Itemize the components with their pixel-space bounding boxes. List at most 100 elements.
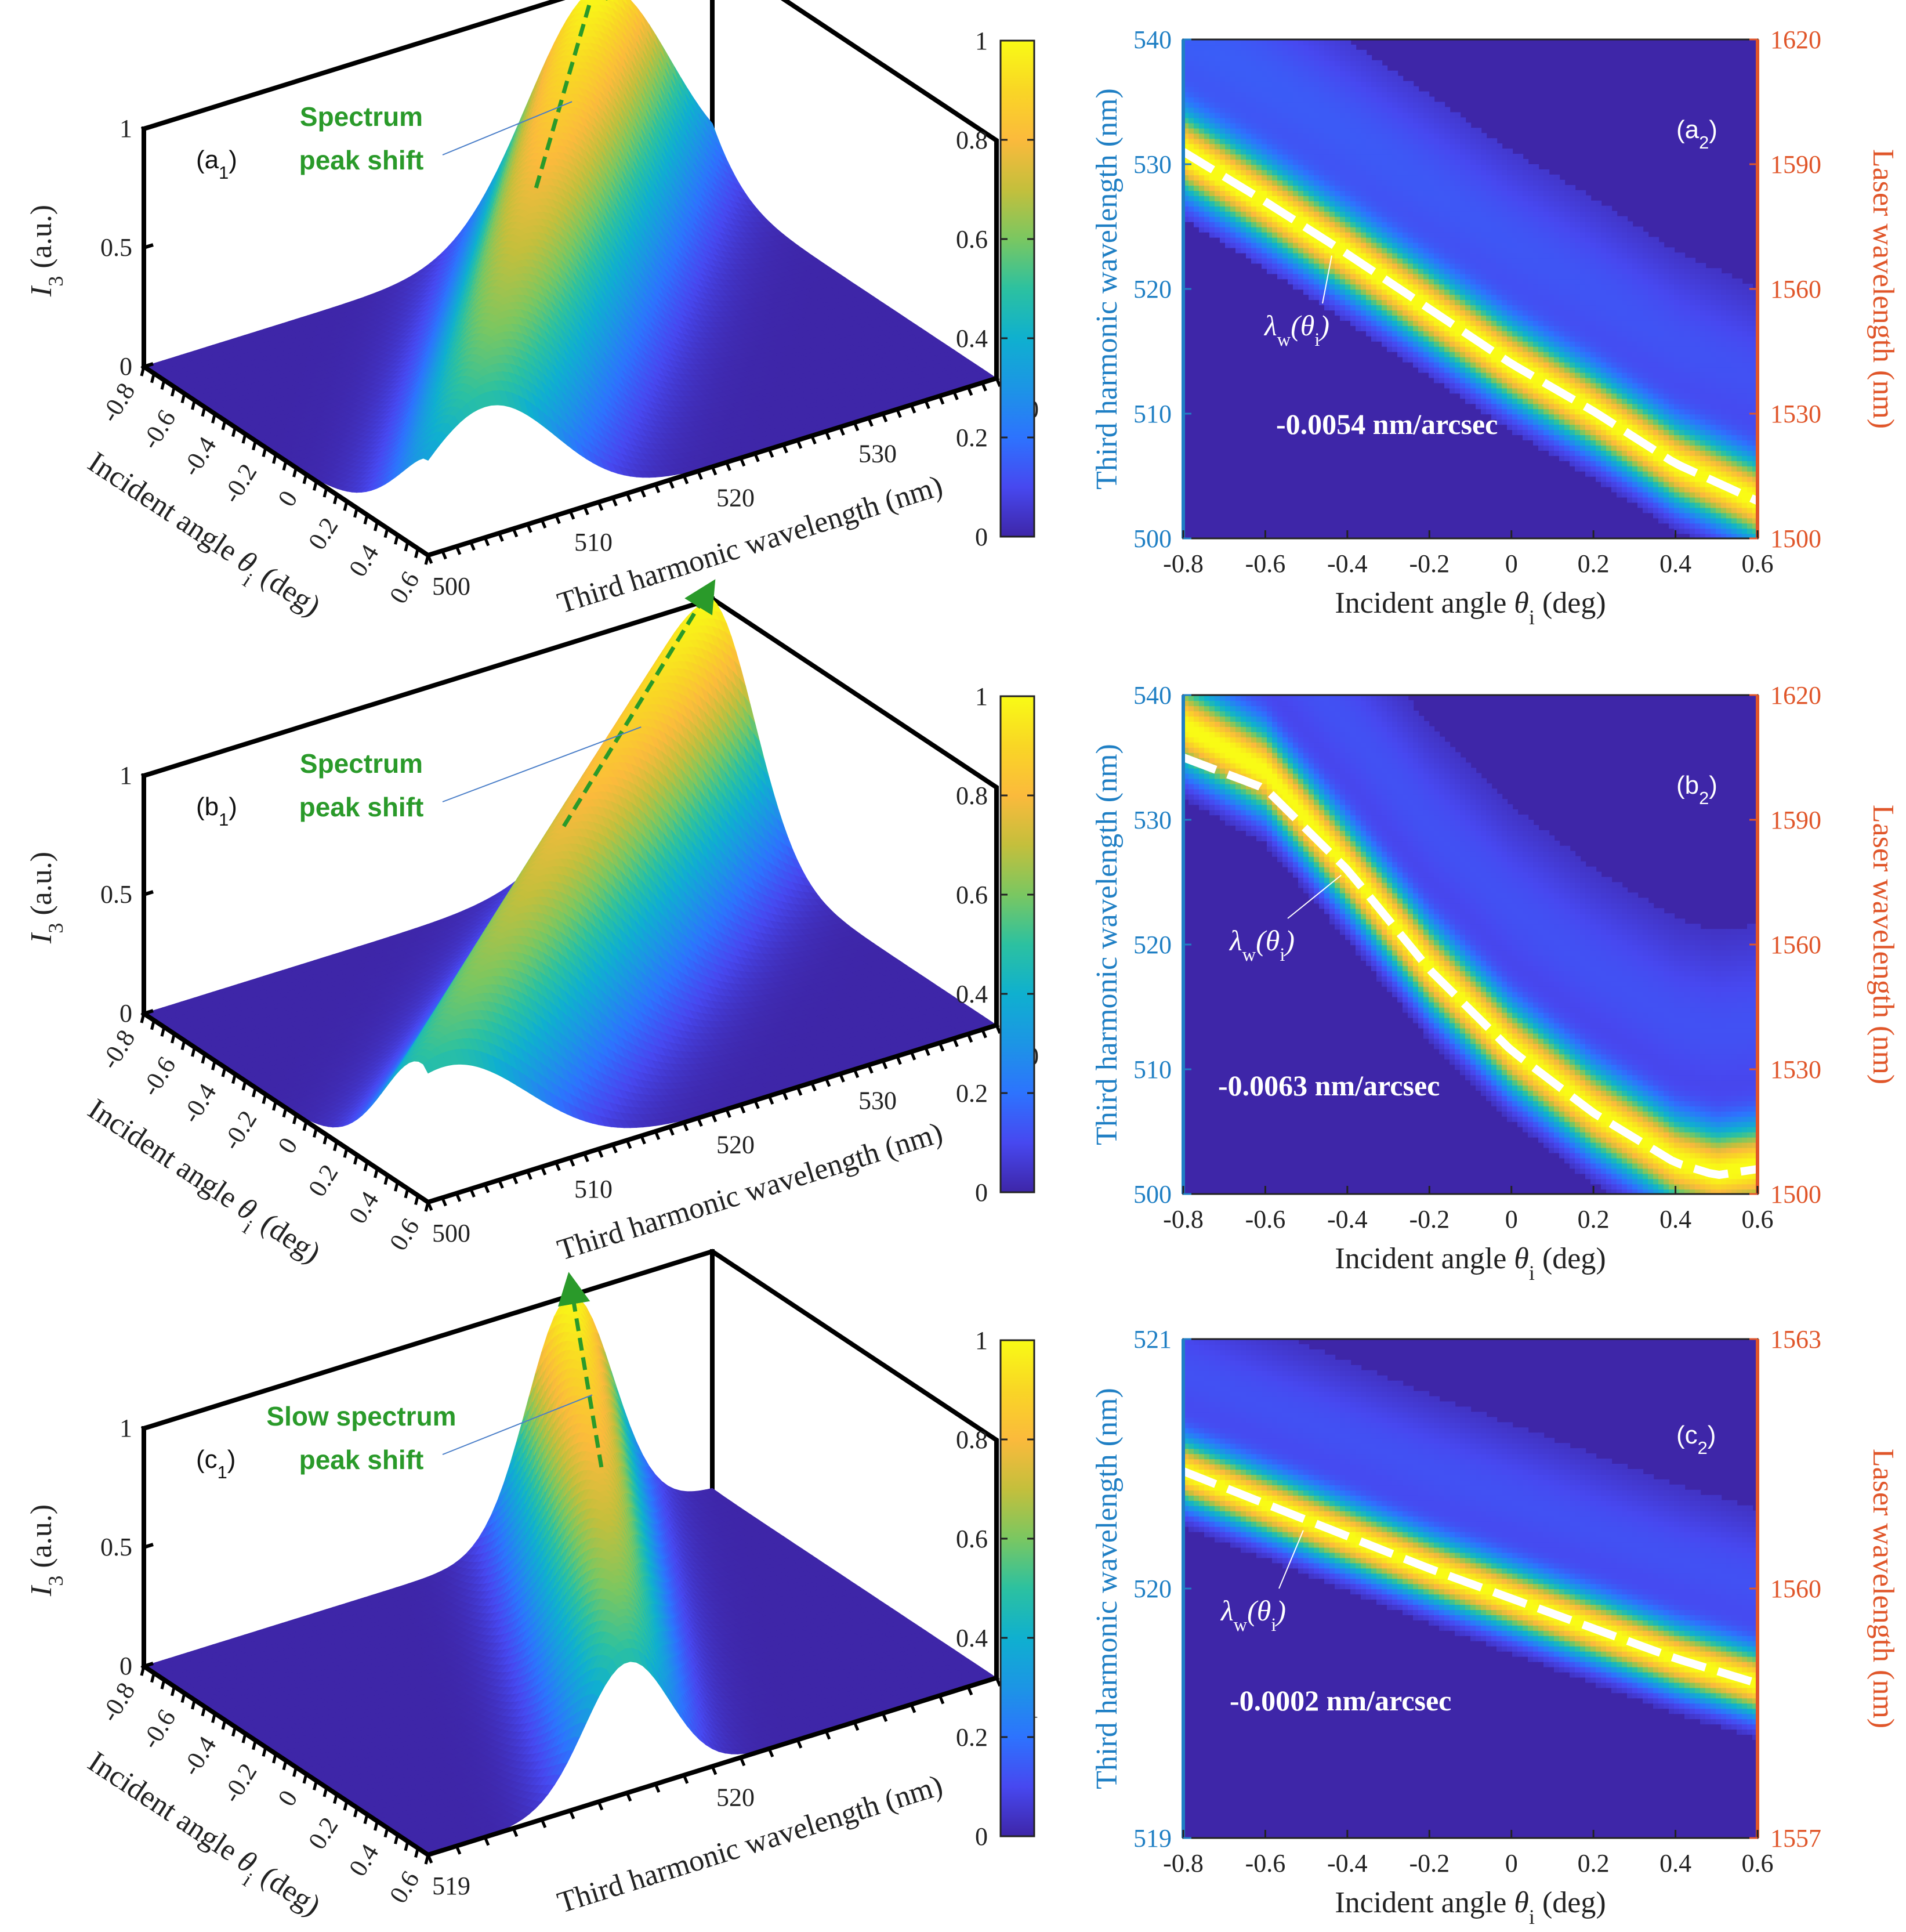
heatmap-cell [1632, 408, 1639, 415]
heatmap-cell [1356, 211, 1362, 217]
heatmap-cell [1444, 226, 1451, 233]
heatmap-cell [1596, 304, 1602, 311]
heatmap-cell [1314, 81, 1320, 87]
heatmap-cell [1387, 133, 1393, 139]
heatmap-cell [1496, 330, 1503, 337]
heatmap-cell [1199, 70, 1205, 77]
heatmap-cell [1549, 221, 1555, 227]
heatmap-cell [1575, 231, 1581, 238]
wavelength-minor-tick [426, 1854, 433, 1864]
heatmap-cell [1643, 299, 1649, 306]
heatmap-cell [1528, 294, 1534, 301]
heatmap-cell [1309, 273, 1315, 280]
heatmap-cell [1288, 252, 1294, 259]
heatmap-cell [1611, 309, 1618, 316]
heatmap-cell [1637, 231, 1644, 238]
heatmap-cell [1496, 154, 1503, 160]
heatmap-cell [1502, 325, 1508, 331]
heatmap-cell [1470, 393, 1477, 399]
heatmap-cell [1403, 133, 1409, 139]
heatmap-cell [1637, 268, 1644, 274]
heatmap-cell [1376, 75, 1383, 82]
heatmap-cell [1371, 107, 1378, 113]
heatmap-cell [1188, 179, 1195, 186]
heatmap-cell [1606, 346, 1613, 352]
heatmap-cell [1230, 91, 1237, 97]
heatmap-cell [1450, 169, 1456, 176]
heatmap-cell [1371, 294, 1378, 301]
heatmap-cell [1455, 205, 1461, 212]
heatmap-cell [1199, 154, 1205, 160]
heatmap-cell [1622, 284, 1628, 290]
heatmap-cell [1601, 372, 1607, 378]
heatmap-cell [1643, 335, 1649, 342]
heatmap-cell [1658, 465, 1665, 472]
heatmap-cell [1241, 205, 1247, 212]
heatmap-cell [1392, 138, 1398, 144]
heatmap-cell [1429, 174, 1435, 181]
heatmap-cell [1418, 351, 1425, 357]
heatmap-cell [1188, 65, 1195, 71]
heatmap-cell [1528, 320, 1534, 326]
heatmap-cell [1570, 273, 1576, 280]
heatmap-cell [1293, 149, 1299, 155]
heatmap-cell [1298, 263, 1305, 269]
heatmap-cell [1314, 247, 1320, 254]
heatmap-cell [1559, 356, 1566, 363]
heatmap-cell [1282, 164, 1289, 171]
heatmap-cell [1246, 86, 1252, 92]
heatmap-cell [1455, 128, 1461, 134]
heatmap-cell [1476, 278, 1482, 285]
wavelength-minor-tick [426, 1202, 433, 1211]
heatmap-cell [1371, 205, 1378, 212]
heatmap-cell [1465, 341, 1472, 347]
heatmap-cell [1481, 393, 1487, 399]
heatmap-cell [1387, 200, 1393, 207]
heatmap-cell [1554, 211, 1560, 217]
heatmap-cell [1366, 60, 1372, 66]
heatmap-cell [1523, 174, 1529, 181]
heatmap-cell [1517, 418, 1524, 425]
heatmap-cell [1194, 200, 1200, 207]
heatmap-cell [1653, 382, 1659, 389]
heatmap-cell [1345, 268, 1351, 274]
heatmap-cell [1460, 304, 1466, 311]
heatmap-cell [1564, 200, 1571, 207]
heatmap-cell [1376, 211, 1383, 217]
heatmap-cell [1215, 49, 1221, 56]
heatmap-cell [1575, 211, 1581, 217]
wavelength-minor-tick [725, 1108, 731, 1118]
heatmap-cell [1382, 102, 1388, 108]
heatmap-cell [1366, 289, 1372, 295]
heatmap-cell [1314, 289, 1320, 295]
heatmap-cell [1241, 200, 1247, 207]
heatmap-cell [1361, 314, 1367, 321]
heatmap-cell [1455, 372, 1461, 378]
heatmap-cell [1564, 221, 1571, 227]
heatmap-cell [1376, 273, 1383, 280]
heatmap-cell [1413, 346, 1419, 352]
heatmap-cell [1408, 226, 1414, 233]
heatmap-cell [1617, 258, 1623, 264]
heatmap-cell [1434, 356, 1440, 363]
heatmap-cell [1450, 242, 1456, 248]
heatmap-cell [1272, 60, 1278, 66]
heatmap-cell [1282, 258, 1289, 264]
heatmap-cell [1335, 195, 1341, 201]
heatmap-cell [1429, 138, 1435, 144]
heatmap-cell [1256, 81, 1263, 87]
heatmap-cell [1439, 278, 1445, 285]
wavelength-minor-tick [739, 1757, 746, 1767]
angle-minor-tick [374, 521, 379, 531]
heatmap-cell [1575, 460, 1581, 466]
heatmap-cell [1262, 91, 1268, 97]
wavelength-minor-tick [924, 1047, 930, 1057]
heatmap-cell [1382, 341, 1388, 347]
heatmap-cell [1637, 393, 1644, 399]
heatmap-cell [1564, 414, 1571, 420]
heatmap-cell [1523, 273, 1529, 280]
heatmap-cell [1403, 159, 1409, 165]
heatmap-cell [1188, 107, 1195, 113]
heatmap-cell [1617, 216, 1623, 222]
heatmap-cell [1486, 335, 1492, 342]
